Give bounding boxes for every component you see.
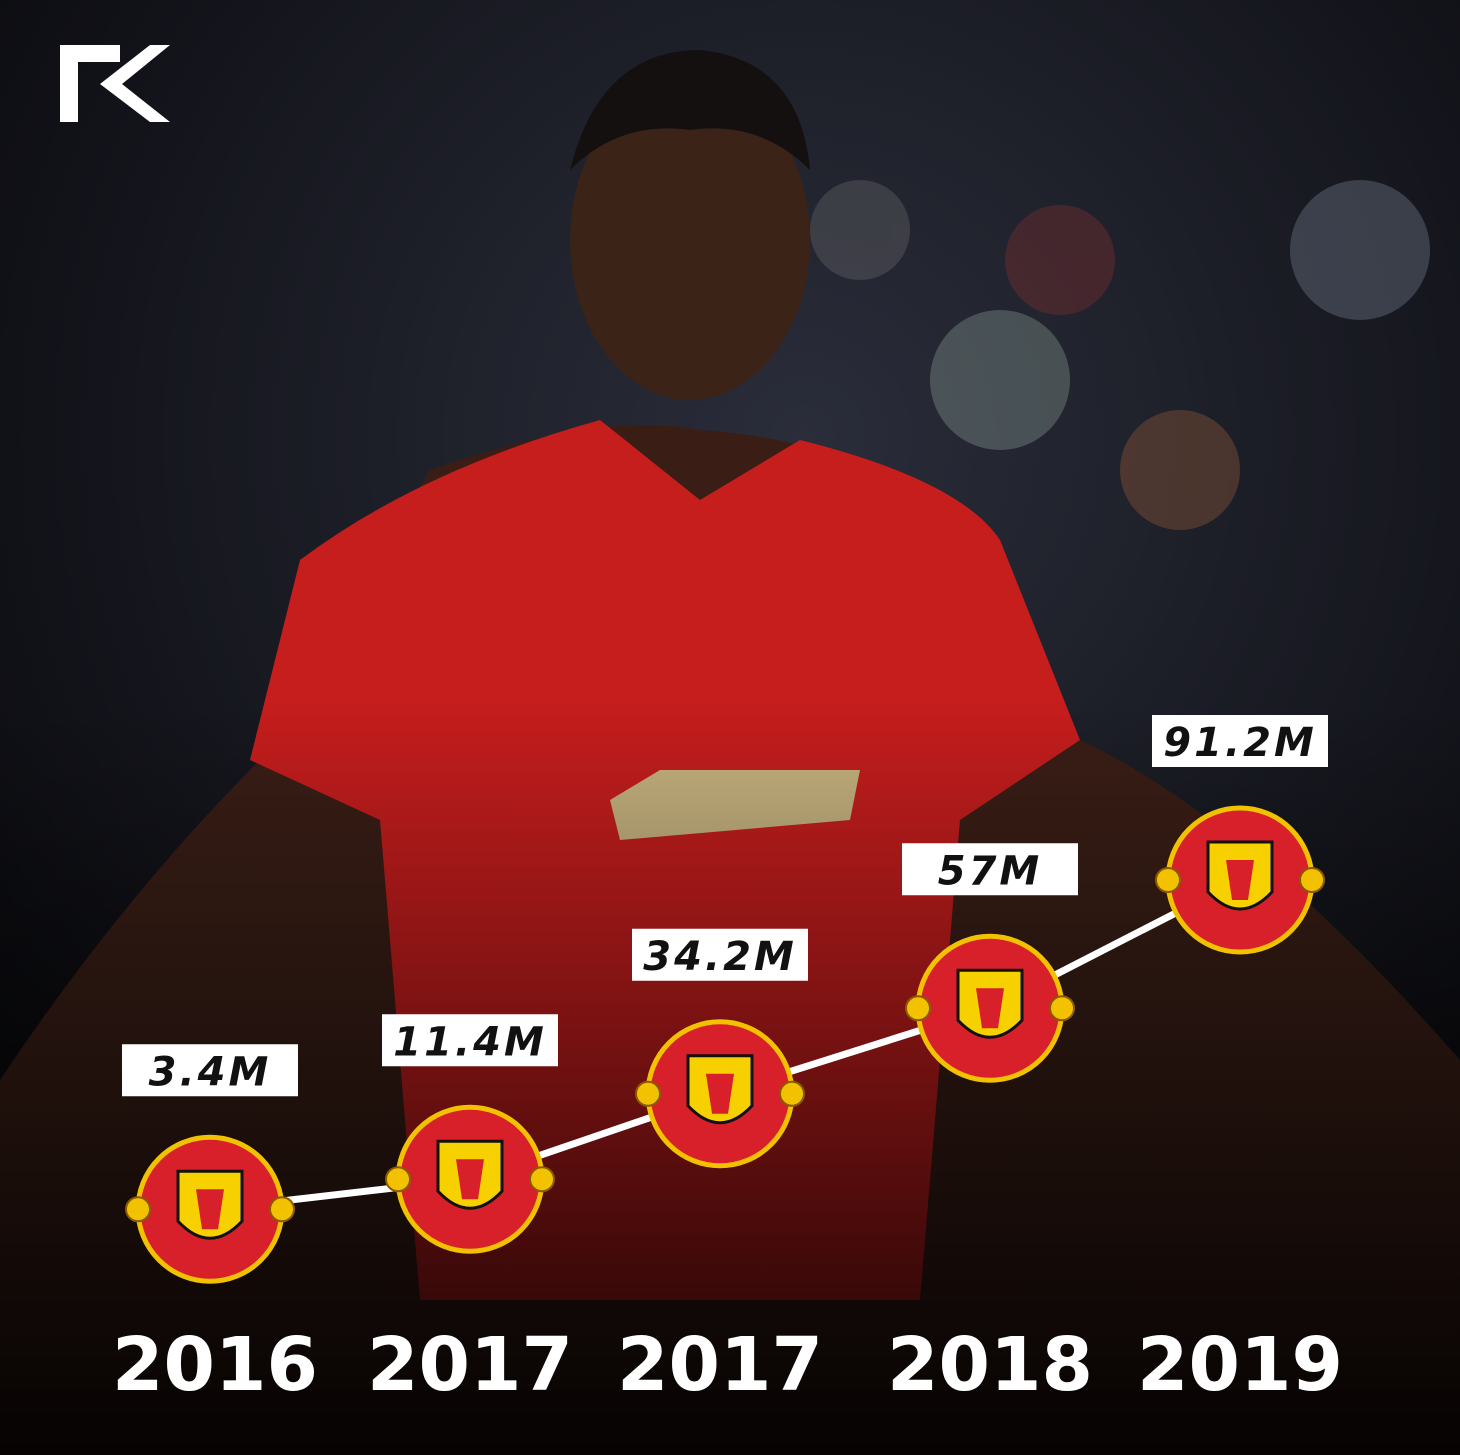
year-label: 2016 xyxy=(112,1322,318,1408)
crest-ball xyxy=(1049,995,1075,1022)
chart: 3.4M 2016 11.4M 2017 34.2M 2017 57M 2018 91.2M 20… xyxy=(112,715,1343,1408)
crest-ball xyxy=(905,995,931,1022)
value-label: 91.2M xyxy=(1163,720,1317,766)
value-label-box xyxy=(902,843,1078,896)
club-crest xyxy=(125,1134,295,1284)
crest-ball xyxy=(635,1080,661,1107)
year-label: 2017 xyxy=(617,1322,823,1408)
club-crest xyxy=(635,1019,805,1169)
year-label: 2019 xyxy=(1137,1322,1343,1408)
value-label-box xyxy=(632,928,808,981)
value-label: 34.2M xyxy=(643,934,797,980)
crest-devil xyxy=(976,988,1004,1029)
crest-devil xyxy=(456,1159,484,1200)
crest-devil xyxy=(196,1189,224,1230)
crest-ball xyxy=(269,1196,295,1223)
club-crest xyxy=(905,933,1075,1083)
club-crest xyxy=(1155,805,1325,955)
year-label: 2018 xyxy=(887,1322,1093,1408)
value-label: 11.4M xyxy=(393,1019,547,1065)
brand-logo xyxy=(60,45,170,122)
value-label-box xyxy=(1152,715,1328,767)
value-label: 57M xyxy=(938,848,1042,894)
value-label: 3.4M xyxy=(149,1049,272,1095)
crest-devil xyxy=(1226,860,1254,900)
value-label-box xyxy=(122,1044,298,1097)
crest-ball xyxy=(125,1196,151,1223)
year-label: 2017 xyxy=(367,1322,573,1408)
club-crest xyxy=(385,1104,555,1254)
crest-ball xyxy=(779,1080,805,1107)
crest-ball xyxy=(1299,867,1325,893)
bokeh xyxy=(810,180,1430,530)
crest-ball xyxy=(1155,867,1181,893)
crest-devil xyxy=(706,1073,734,1114)
crest-ball xyxy=(529,1166,555,1193)
crest-ball xyxy=(385,1166,411,1193)
value-label-box xyxy=(382,1014,558,1067)
